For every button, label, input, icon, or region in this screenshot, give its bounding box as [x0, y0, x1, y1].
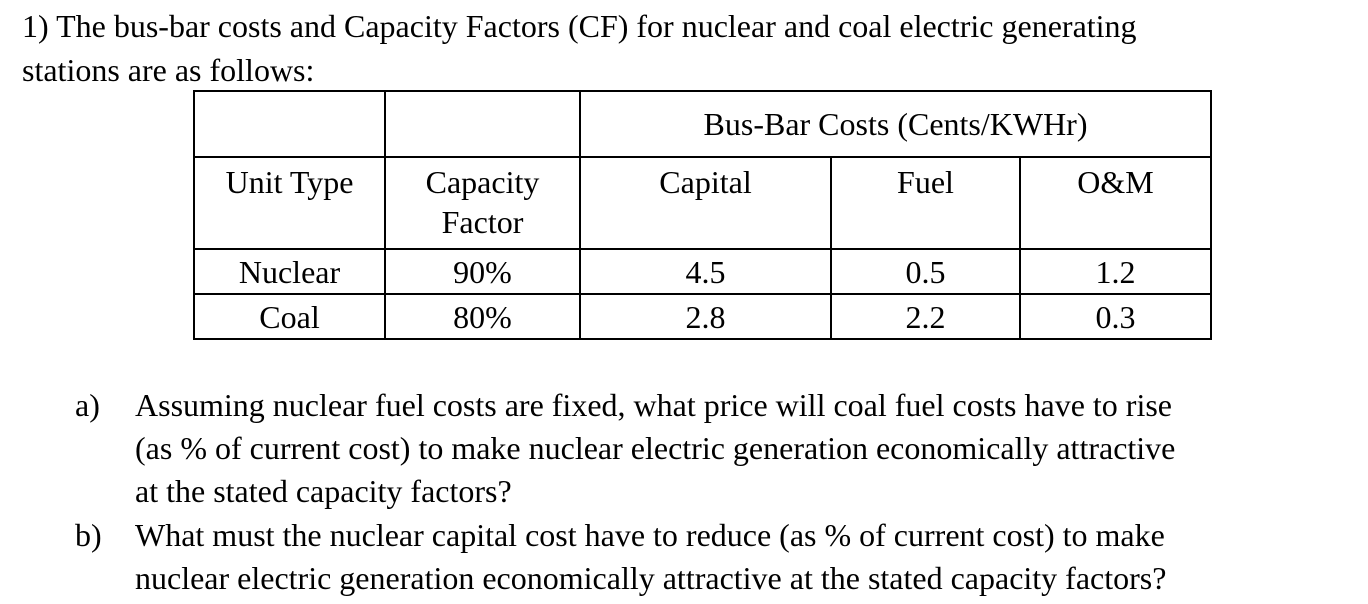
question-b-label: b)	[75, 517, 102, 553]
question-b-line-1: What must the nuclear capital cost have …	[135, 517, 1165, 553]
table-row: Coal 80% 2.8 2.2 0.3	[193, 293, 1212, 340]
problem-statement-line-1: 1) The bus-bar costs and Capacity Factor…	[22, 8, 1137, 44]
empty-cell	[193, 90, 386, 158]
header-om: O&M	[1019, 156, 1212, 250]
cell-capital: 2.8	[579, 293, 832, 340]
cell-om: 0.3	[1019, 293, 1212, 340]
cell-unit-type: Coal	[193, 293, 386, 340]
header-capital: Capital	[579, 156, 832, 250]
question-a-line-3: at the stated capacity factors?	[135, 473, 512, 509]
question-a-label: a)	[75, 387, 100, 423]
group-header-bus-bar-costs: Bus-Bar Costs (Cents/KWHr)	[579, 90, 1212, 158]
question-a-line-2: (as % of current cost) to make nuclear e…	[135, 430, 1176, 466]
question-b-line-2: nuclear electric generation economically…	[135, 560, 1167, 596]
header-capacity-line2: Factor	[441, 204, 524, 240]
header-capacity-factor: Capacity Factor	[384, 156, 581, 250]
table-group-header-row: Bus-Bar Costs (Cents/KWHr)	[193, 90, 1212, 158]
table-header-row: Unit Type Capacity Factor Capital Fuel O&…	[193, 156, 1212, 250]
bus-bar-cost-table: Bus-Bar Costs (Cents/KWHr) Unit Type Cap…	[193, 90, 1212, 340]
header-capacity-line1: Capacity	[425, 164, 540, 200]
cell-unit-type: Nuclear	[193, 248, 386, 295]
cell-fuel: 2.2	[830, 293, 1021, 340]
header-fuel: Fuel	[830, 156, 1021, 250]
table-row: Nuclear 90% 4.5 0.5 1.2	[193, 248, 1212, 295]
cell-capacity-factor: 80%	[384, 293, 581, 340]
header-unit-type: Unit Type	[193, 156, 386, 250]
cell-capital: 4.5	[579, 248, 832, 295]
cell-capacity-factor: 90%	[384, 248, 581, 295]
cell-om: 1.2	[1019, 248, 1212, 295]
cell-fuel: 0.5	[830, 248, 1021, 295]
question-a-line-1: Assuming nuclear fuel costs are fixed, w…	[135, 387, 1172, 423]
empty-cell	[384, 90, 581, 158]
problem-statement-line-2: stations are as follows:	[22, 52, 315, 88]
